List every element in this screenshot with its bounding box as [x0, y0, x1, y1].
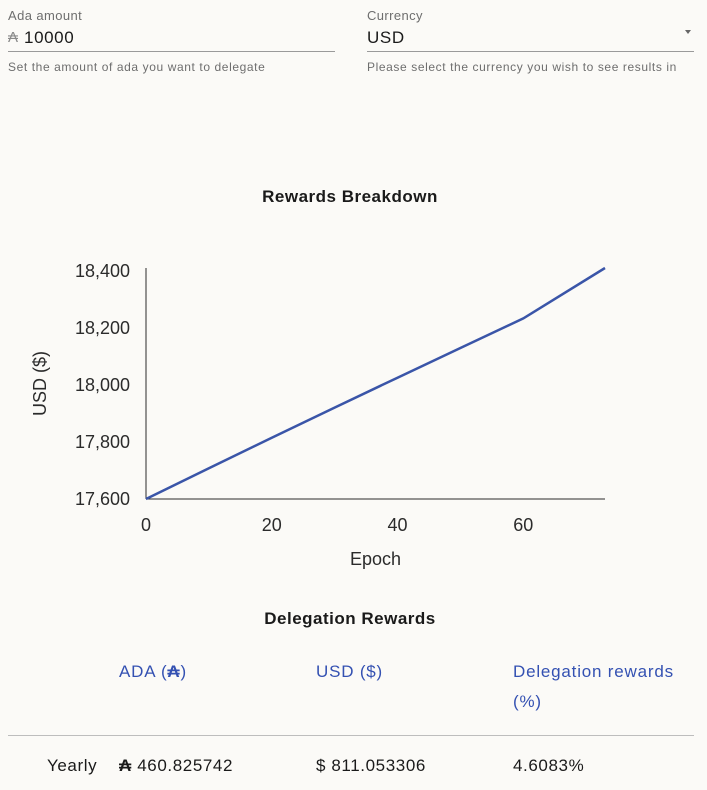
- ada-amount-input[interactable]: ₳ 10000: [8, 24, 335, 52]
- currency-select-input[interactable]: USD: [367, 24, 694, 52]
- ada-header-close: ): [180, 662, 187, 681]
- table-divider: [8, 735, 694, 736]
- y-tick-label: 17,800: [75, 432, 130, 452]
- y-tick-label: 18,400: [75, 261, 130, 281]
- table-header-usd[interactable]: USD ($): [316, 662, 383, 681]
- y-tick-label: 18,000: [75, 375, 130, 395]
- x-tick-label: 20: [262, 515, 282, 535]
- x-tick-label: 40: [387, 515, 407, 535]
- ada-amount-label: Ada amount: [8, 8, 83, 23]
- y-tick-label: 17,600: [75, 489, 130, 509]
- delegation-rewards-title: Delegation Rewards: [264, 609, 436, 628]
- y-tick-label: 18,200: [75, 318, 130, 338]
- chart-title: Rewards Breakdown: [262, 187, 438, 206]
- x-tick-label: 60: [513, 515, 533, 535]
- series-line: [145, 266, 606, 501]
- row-usd-value: $ 811.053306: [316, 756, 426, 775]
- ada-amount-helper: Set the amount of ada you want to delega…: [8, 60, 266, 74]
- row-ada-value: ₳ 460.825742: [119, 756, 233, 776]
- ada-symbol-icon: ₳: [119, 756, 132, 775]
- table-header-ada[interactable]: ADA (₳): [119, 657, 187, 687]
- row-period: Yearly: [47, 756, 98, 775]
- row-ada-amount: 460.825742: [137, 756, 234, 775]
- x-tick-label: 0: [141, 515, 151, 535]
- table-header-delegation-rewards[interactable]: Delegation rewards (%): [513, 662, 674, 711]
- ada-currency-icon: ₳: [8, 29, 19, 46]
- dropdown-caret-icon[interactable]: [685, 30, 691, 34]
- row-pct-value: 4.6083%: [513, 756, 585, 775]
- ada-header-symbol: ₳: [167, 662, 181, 681]
- rewards-line-chart: 17,600 17,800 18,000 18,200 18,400 0 20 40 60 E…: [30, 261, 606, 569]
- ada-amount-value[interactable]: 10000: [24, 27, 75, 47]
- y-axis-label: USD ($): [30, 351, 50, 416]
- currency-helper: Please select the currency you wish to s…: [367, 60, 677, 74]
- ada-header-text: ADA (: [119, 662, 168, 681]
- currency-value[interactable]: USD: [367, 27, 405, 47]
- x-axis-label: Epoch: [350, 549, 401, 569]
- currency-label: Currency: [367, 8, 423, 23]
